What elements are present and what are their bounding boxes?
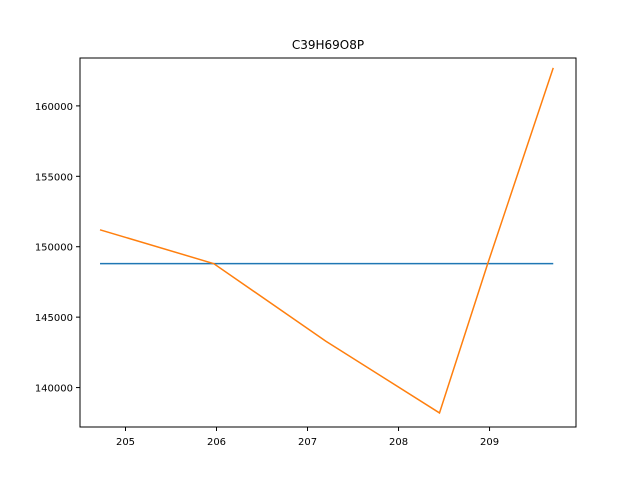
y-tick-label: 140000 xyxy=(35,384,73,395)
chart-title: C39H69O8P xyxy=(292,38,364,52)
x-tick-label: 208 xyxy=(389,437,408,448)
x-tick-label: 206 xyxy=(207,437,226,448)
x-tick-label: 209 xyxy=(480,437,499,448)
y-tick-label: 155000 xyxy=(35,172,73,183)
x-tick-label: 205 xyxy=(116,437,135,448)
x-axis: 205 206 207 208 209 xyxy=(116,427,499,448)
y-tick-label: 145000 xyxy=(35,313,73,324)
plot-area xyxy=(99,67,554,415)
series-line-2 xyxy=(99,67,554,415)
y-axis: 140000 145000 150000 155000 160000 xyxy=(35,102,80,395)
x-tick-label: 207 xyxy=(298,437,317,448)
y-tick-label: 150000 xyxy=(35,243,73,254)
y-tick-label: 160000 xyxy=(35,102,73,113)
plot-frame xyxy=(79,57,577,428)
